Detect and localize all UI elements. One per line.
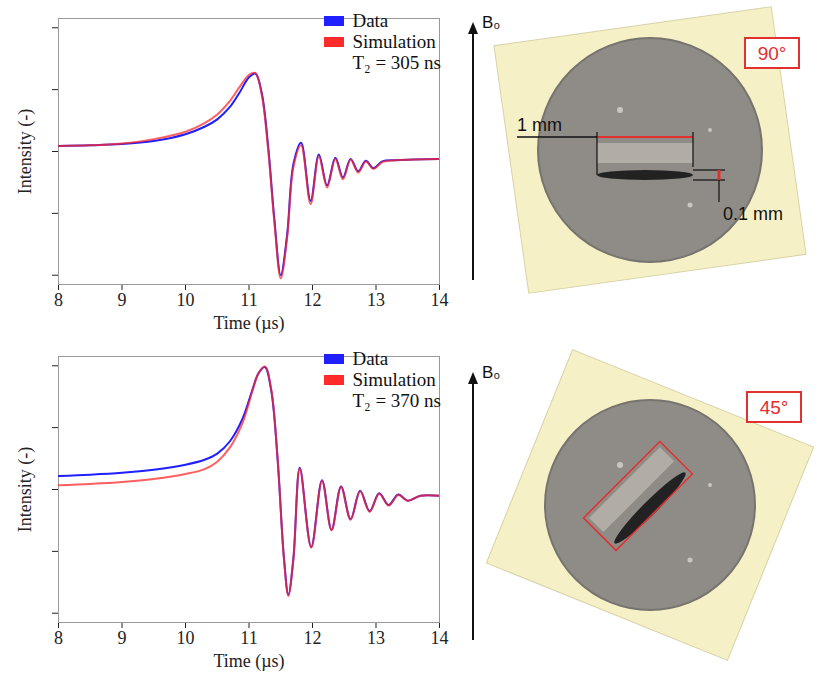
html-text:Simulation: Simulation xyxy=(352,369,436,390)
html-text:T₂ = 305 ns: T₂ = 305 ns xyxy=(352,52,441,73)
html-text:Data: Data xyxy=(352,348,389,369)
svg-text:14: 14 xyxy=(431,290,449,310)
html-text:Data: Data xyxy=(352,10,389,31)
svg-text:14: 14 xyxy=(431,628,449,648)
svg-text:8: 8 xyxy=(54,290,63,310)
svg-text:12: 12 xyxy=(304,628,322,648)
svg-text:10: 10 xyxy=(177,290,195,310)
svg-text:B₀: B₀ xyxy=(482,363,500,382)
svg-text:1 mm: 1 mm xyxy=(517,115,562,135)
svg-text:11: 11 xyxy=(240,290,257,310)
svg-text:Intensity (-): Intensity (-) xyxy=(15,109,36,194)
svg-text:12: 12 xyxy=(304,290,322,310)
html-text:Simulation: Simulation xyxy=(352,31,436,52)
svg-text:10: 10 xyxy=(177,628,195,648)
svg-text:0.1 mm: 0.1 mm xyxy=(723,204,783,224)
svg-text:45°: 45° xyxy=(760,397,789,418)
svg-text:8: 8 xyxy=(54,628,63,648)
html-text:T₂ = 370 ns: T₂ = 370 ns xyxy=(352,390,441,411)
svg-text:Intensity (-): Intensity (-) xyxy=(15,447,36,532)
svg-text:13: 13 xyxy=(367,628,385,648)
svg-text:9: 9 xyxy=(118,290,127,310)
svg-text:9: 9 xyxy=(118,628,127,648)
svg-text:Time (µs): Time (µs) xyxy=(213,651,284,672)
svg-text:90°: 90° xyxy=(758,43,787,64)
svg-text:11: 11 xyxy=(240,628,257,648)
svg-text:B₀: B₀ xyxy=(482,13,500,32)
svg-text:Time (µs): Time (µs) xyxy=(213,313,284,334)
svg-text:13: 13 xyxy=(367,290,385,310)
